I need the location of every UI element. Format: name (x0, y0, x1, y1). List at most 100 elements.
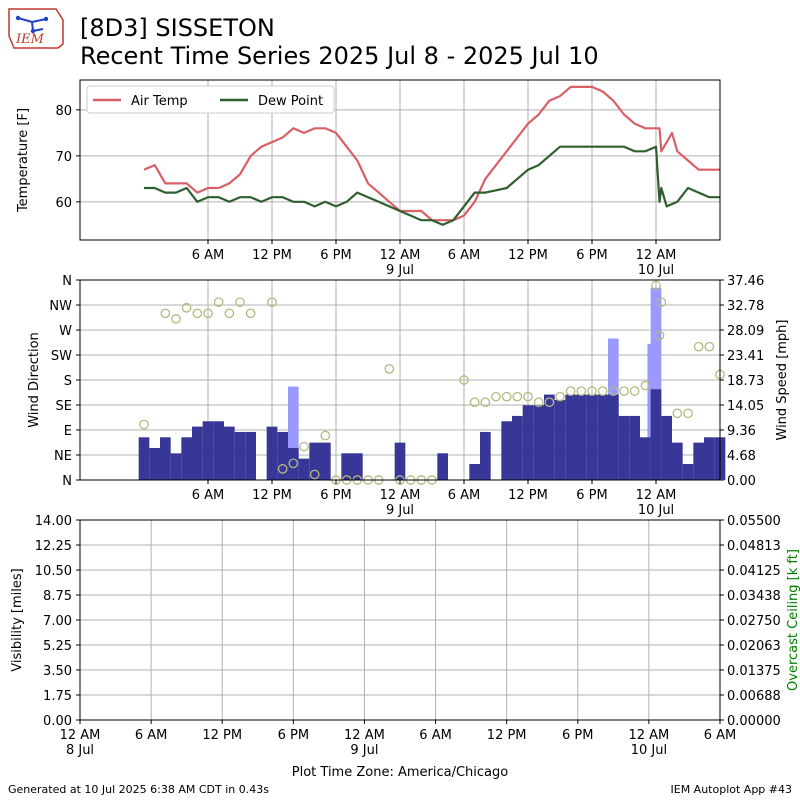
wind-direction-marker (693, 341, 704, 352)
wind-speed-bar (640, 437, 651, 480)
wind-speed-bar (352, 453, 363, 480)
legend-box (86, 85, 335, 114)
visibility-axes (79, 519, 721, 721)
x-tick-date: 9 Jul (350, 743, 378, 758)
wind-direction-marker (235, 297, 245, 308)
x-tick-label: 6 AM (135, 728, 168, 743)
x-tick-label: 12 AM (636, 488, 677, 503)
wind-speed-bar (704, 437, 715, 480)
y-axis-label-right: Wind Speed [mph] (775, 320, 790, 441)
wind-direction-marker (576, 386, 587, 396)
wind-speed-bar (480, 431, 491, 480)
ceiling-tick-label: 0.01375 (727, 664, 781, 679)
wind-direction-marker (299, 441, 309, 452)
wind-direction-marker (672, 408, 683, 419)
x-tick-date: 10 Jul (638, 503, 674, 518)
wind-speed-bar (512, 415, 523, 480)
speed-tick-label: 37.46 (727, 274, 764, 289)
wind-speed-bar (629, 415, 640, 480)
y-tick-label: 80 (55, 104, 72, 119)
wind-speed-bar (202, 421, 214, 480)
ceiling-tick-label: 0.03438 (727, 589, 781, 604)
x-tick-label: 12 AM (344, 728, 385, 743)
ceiling-tick-label: 0.04125 (727, 564, 781, 579)
wind-speed-bar (608, 394, 619, 480)
wind-direction-marker (192, 308, 203, 319)
x-tick-date: 10 Jul (638, 263, 674, 278)
x-tick-label: 12 PM (252, 488, 292, 503)
wind-direction-marker (181, 302, 192, 313)
direction-tick-label: W (59, 324, 72, 339)
wind-speed-bar (234, 431, 246, 480)
visibility-tick-label: 0.00 (43, 714, 72, 729)
y-tick-label: 60 (55, 196, 72, 211)
wind-direction-marker (587, 386, 597, 396)
direction-tick-label: E (64, 424, 72, 439)
speed-tick-label: 14.05 (727, 399, 764, 414)
chart-subtitle: Recent Time Series 2025 Jul 8 - 2025 Jul… (80, 42, 599, 70)
direction-tick-label: SW (51, 349, 72, 364)
speed-tick-label: 0.00 (727, 474, 756, 489)
direction-tick-label: N (62, 274, 72, 289)
visibility-tick-label: 7.00 (43, 614, 72, 629)
wind-gust-bar (650, 287, 662, 480)
legend-label-air-temp: Air Temp (131, 94, 188, 109)
x-tick-label: 6 AM (192, 248, 225, 263)
wind-direction-marker (523, 391, 533, 402)
direction-tick-label: NE (54, 449, 72, 464)
wind-speed-bar (394, 442, 406, 480)
wind-speed-bar (170, 453, 182, 480)
wind-speed-bar (693, 442, 704, 480)
visibility-tick-label: 5.25 (43, 639, 72, 654)
wind-speed-bar (661, 415, 672, 480)
wind-speed-bar (533, 405, 544, 480)
visibility-tick-label: 1.75 (43, 689, 72, 704)
visibility-tick-label: 12.25 (35, 539, 72, 554)
wind-direction-marker (512, 391, 523, 402)
x-tick-date: 9 Jul (386, 263, 414, 278)
wind-direction-marker (597, 386, 608, 396)
wind-speed-bar (149, 447, 160, 480)
x-tick-label: 12 AM (380, 248, 421, 263)
visibility-tick-label: 3.50 (43, 664, 72, 679)
wind-gust-bar (288, 386, 299, 480)
x-tick-date: 9 Jul (386, 503, 414, 518)
x-tick-label: 12 AM (60, 728, 101, 743)
app-note: IEM Autoplot App #43 (670, 783, 793, 796)
wind-speed-bar (266, 426, 278, 480)
wind-direction-marker (555, 391, 565, 402)
chart-title: [8D3] SISSETON (80, 14, 275, 42)
visibility-tick-label: 10.50 (35, 564, 72, 579)
wind-direction-marker (469, 397, 480, 408)
wind-speed-bar (160, 437, 171, 480)
x-axis-label: Plot Time Zone: America/Chicago (292, 765, 508, 780)
speed-tick-label: 23.41 (727, 349, 764, 364)
wind-direction-marker (544, 397, 555, 408)
wind-direction-marker (224, 308, 235, 319)
speed-tick-label: 32.78 (727, 299, 764, 314)
wind-direction-marker (309, 469, 320, 480)
x-tick-label: 6 PM (576, 248, 607, 263)
visibility-tick-label: 14.00 (35, 514, 72, 529)
wind-speed-bar (554, 399, 566, 480)
wind-direction-marker (640, 380, 651, 391)
y-tick-label: 70 (55, 150, 72, 165)
wind-direction-marker (654, 330, 665, 341)
x-tick-label: 6 AM (419, 728, 452, 743)
wind-direction-marker (160, 308, 171, 319)
wind-direction-marker (656, 297, 667, 308)
wind-speed-bar (298, 458, 310, 480)
x-tick-label: 6 AM (704, 728, 737, 743)
wind-speed-bar (138, 437, 150, 480)
wind-direction-marker (608, 386, 619, 396)
x-tick-label: 12 AM (628, 728, 669, 743)
x-tick-label: 12 PM (252, 248, 292, 263)
wind-speed-bar (586, 394, 598, 480)
wind-speed-bar (277, 431, 288, 480)
x-tick-label: 6 PM (562, 728, 593, 743)
wind-speed-bar (192, 426, 203, 480)
wind-direction-marker (213, 297, 224, 308)
wind-speed-bar (309, 442, 320, 480)
